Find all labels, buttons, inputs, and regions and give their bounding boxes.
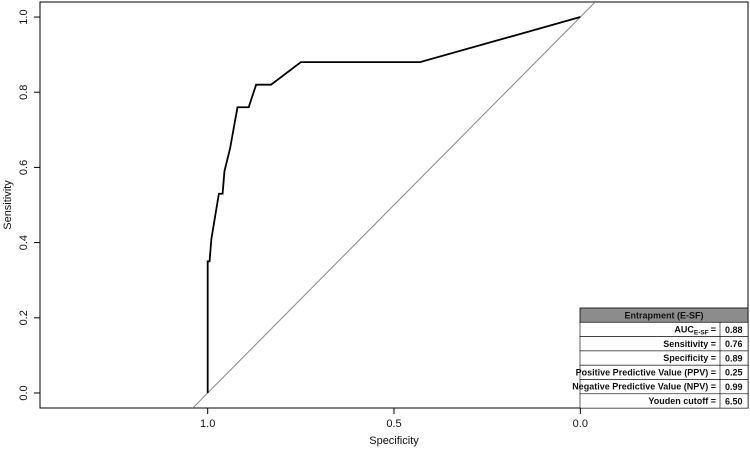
row-label-text: Negative Predictive Value (NPV) = <box>572 382 716 392</box>
row-label: AUCE-SF = <box>674 325 716 336</box>
y-tick-label: 0.4 <box>18 235 30 250</box>
y-tick-label: 0.2 <box>18 310 30 325</box>
y-tick-label: 0.0 <box>18 385 30 400</box>
y-tick-label: 0.6 <box>18 160 30 175</box>
row-label-text: Specificity = <box>663 353 716 363</box>
row-value: 0.88 <box>725 325 743 335</box>
row-label-text: Youden cutoff = <box>648 396 716 406</box>
x-axis-label: Specificity <box>369 435 419 447</box>
y-axis-label: Sensitivity <box>2 180 14 230</box>
summary-table: Entrapment (E-SF) AUCE-SF = 0.88 Sensitivity… <box>572 307 749 409</box>
row-label: Positive Predictive Value (PPV) = <box>576 368 716 378</box>
row-label: Youden cutoff = <box>648 396 716 406</box>
row-value: 6.50 <box>725 396 743 406</box>
roc-curve <box>206 16 581 393</box>
row-label: Negative Predictive Value (NPV) = <box>572 382 716 392</box>
table-row <box>579 321 749 337</box>
row-label-suffix: = <box>711 325 716 335</box>
y-tick-label: 0.8 <box>18 85 30 100</box>
y-tick-label: 1.0 <box>18 9 30 24</box>
row-label-text: Positive Predictive Value (PPV) = <box>576 368 716 378</box>
row-label-sub: E-SF <box>694 329 709 336</box>
row-label: Sensitivity = <box>663 339 716 349</box>
row-value: 0.76 <box>725 339 743 349</box>
x-tick-label: 1.0 <box>200 418 215 430</box>
row-value: 0.89 <box>725 353 743 363</box>
x-tick-label: 0.0 <box>573 418 588 430</box>
row-value: 0.25 <box>725 368 743 378</box>
row-label: Specificity = <box>663 353 716 363</box>
table-row <box>579 393 749 409</box>
x-tick-label: 0.5 <box>386 418 401 430</box>
row-label-text: AUC <box>674 325 694 335</box>
row-value: 0.99 <box>725 382 743 392</box>
row-label-text: Sensitivity = <box>663 339 716 349</box>
table-title: Entrapment (E-SF) <box>624 311 703 321</box>
reference-line <box>192 2 596 408</box>
